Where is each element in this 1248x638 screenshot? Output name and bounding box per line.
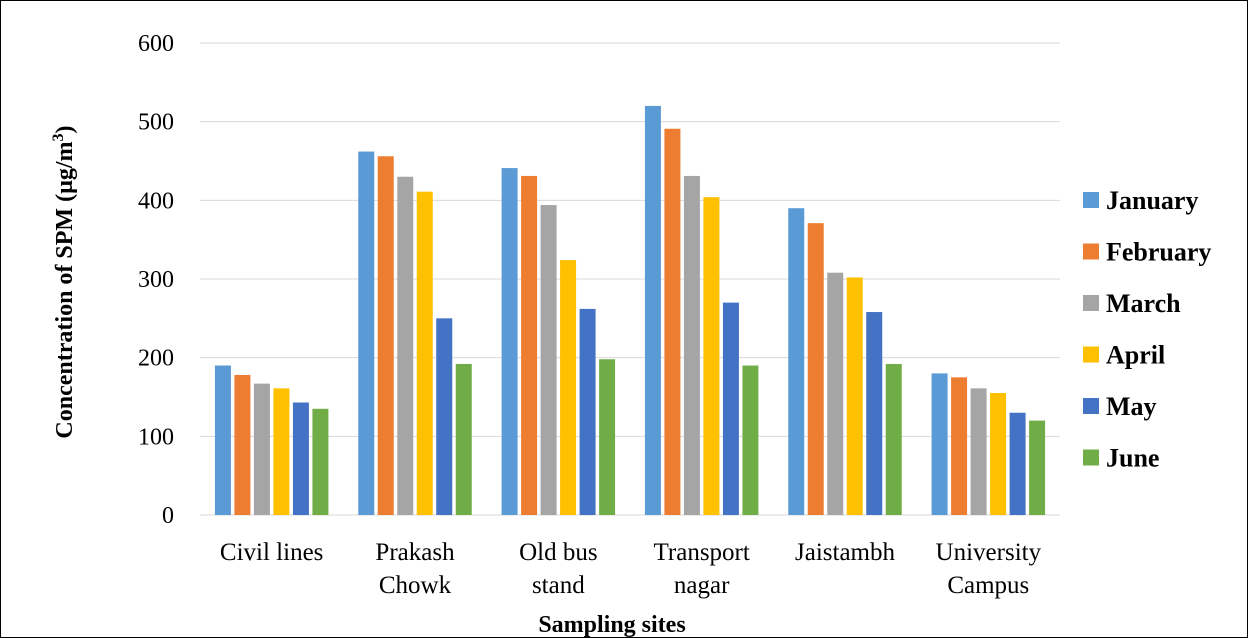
- bar-april: [416, 191, 433, 515]
- category-label: Chowk: [379, 572, 452, 599]
- y-tick-label: 100: [138, 424, 174, 450]
- category-label: Campus: [947, 572, 1029, 599]
- bar-april: [990, 393, 1007, 515]
- bar-april: [703, 197, 720, 516]
- grid-lines: [200, 42, 1060, 516]
- category-label: Old bus: [519, 539, 597, 566]
- bar-april: [560, 260, 577, 515]
- category-label: nagar: [674, 572, 730, 599]
- category-label: Civil lines: [220, 539, 323, 566]
- legend-swatch: [1083, 243, 1099, 260]
- legend-label: January: [1106, 186, 1198, 215]
- y-tick-label: 200: [138, 346, 174, 372]
- bar-may: [292, 402, 309, 515]
- bar-march: [253, 383, 270, 515]
- bar-february: [521, 175, 538, 516]
- bar-april: [273, 388, 290, 515]
- category-label: stand: [532, 572, 585, 599]
- category-labels: Civil lines Prakash Chowk Old bus stand Trans…: [220, 539, 1042, 599]
- bar-february: [234, 374, 251, 515]
- bar-may: [579, 308, 596, 515]
- legend-swatch: [1083, 295, 1099, 311]
- bar-february: [664, 128, 681, 515]
- bar-march: [683, 175, 700, 516]
- legend-swatch: [1083, 398, 1099, 414]
- bar-january: [501, 168, 518, 515]
- bar-june: [1029, 420, 1046, 515]
- bars: [214, 105, 1046, 516]
- legend-swatch: [1083, 192, 1099, 208]
- x-axis-title: Sampling sites: [538, 612, 685, 638]
- bar-june: [599, 359, 616, 515]
- bar-june: [885, 363, 902, 515]
- legend-label: April: [1106, 341, 1165, 370]
- y-axis-title-superscript: 3: [50, 133, 67, 141]
- category-label: University: [936, 539, 1042, 566]
- bar-march: [540, 205, 557, 515]
- y-tick-label: 300: [138, 267, 174, 293]
- bar-january: [788, 208, 805, 515]
- bar-february: [807, 223, 824, 515]
- legend-label: June: [1106, 444, 1159, 473]
- y-tick-label: 400: [138, 188, 174, 214]
- category-label: Prakash: [375, 539, 455, 566]
- legend-swatch: [1083, 346, 1099, 363]
- y-tick-labels: 0 100 200 300 400 500 600: [138, 31, 174, 529]
- y-axis-title-main: Concentration of SPM (µg/m: [52, 141, 78, 438]
- category-label: Jaistambh: [795, 539, 895, 566]
- bar-april: [846, 277, 863, 515]
- y-axis-title-close: ): [52, 125, 78, 133]
- bar-january: [644, 105, 661, 515]
- legend-label: May: [1106, 392, 1157, 421]
- bar-march: [970, 388, 987, 515]
- bar-june: [742, 365, 759, 515]
- bar-june: [455, 363, 472, 515]
- bar-march: [827, 272, 844, 515]
- bar-may: [436, 318, 453, 515]
- bar-march: [397, 176, 414, 515]
- bar-february: [951, 377, 968, 515]
- y-axis-title: Concentration of SPM (µg/m3): [50, 125, 78, 438]
- y-tick-label: 0: [162, 503, 174, 529]
- legend-label: March: [1106, 289, 1181, 318]
- y-tick-label: 500: [138, 110, 174, 136]
- legend: January February March April May June: [1083, 186, 1211, 473]
- bar-may: [722, 302, 739, 515]
- bar-may: [1009, 412, 1026, 515]
- bar-february: [377, 156, 394, 515]
- legend-label: February: [1106, 238, 1211, 267]
- category-label: Transport: [654, 539, 750, 566]
- bar-january: [931, 373, 948, 515]
- bar-january: [358, 151, 375, 515]
- bar-january: [214, 365, 231, 515]
- bar-june: [312, 408, 329, 515]
- legend-swatch: [1083, 449, 1099, 466]
- y-tick-label: 600: [138, 31, 174, 57]
- bar-may: [866, 312, 883, 515]
